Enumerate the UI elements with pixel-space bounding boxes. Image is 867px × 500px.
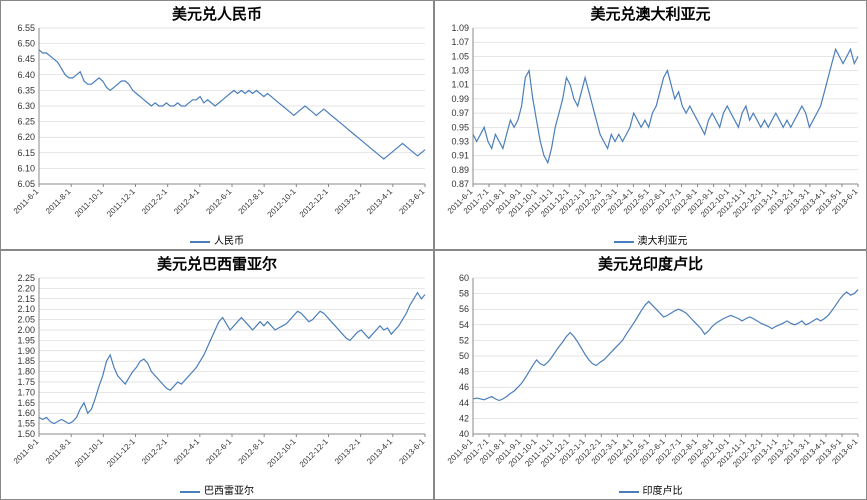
chart-aud: 0.870.890.910.930.950.970.991.011.031.05…	[435, 24, 866, 232]
svg-text:1.55: 1.55	[17, 419, 35, 429]
legend-inr: 印度卢比	[435, 482, 866, 499]
svg-text:6.35: 6.35	[17, 85, 35, 95]
svg-text:48: 48	[459, 367, 469, 377]
svg-text:2012-4-1: 2012-4-1	[172, 187, 201, 216]
svg-text:54: 54	[459, 320, 469, 330]
svg-text:2.20: 2.20	[17, 283, 35, 293]
svg-text:2.05: 2.05	[17, 315, 35, 325]
svg-text:6.40: 6.40	[17, 70, 35, 80]
legend-aud: 澳大利亚元	[435, 232, 866, 249]
svg-text:2012-8-1: 2012-8-1	[237, 187, 266, 216]
svg-text:2011-10-1: 2011-10-1	[73, 187, 105, 219]
svg-text:2013-4-1: 2013-4-1	[365, 187, 394, 216]
svg-text:2011-8-1: 2011-8-1	[44, 437, 73, 466]
svg-text:2012-6-1: 2012-6-1	[204, 437, 233, 466]
svg-text:2013-2-1: 2013-2-1	[333, 187, 362, 216]
svg-text:2011-8-1: 2011-8-1	[44, 187, 73, 216]
title-aud: 美元兑澳大利亚元	[435, 1, 866, 24]
chart-cny: 6.056.106.156.206.256.306.356.406.456.50…	[1, 24, 433, 232]
svg-text:2013-6-1: 2013-6-1	[397, 187, 426, 216]
svg-text:6.20: 6.20	[17, 132, 35, 142]
svg-text:56: 56	[459, 304, 469, 314]
svg-text:1.65: 1.65	[17, 398, 35, 408]
svg-text:0.97: 0.97	[451, 108, 469, 118]
svg-text:2012-12-1: 2012-12-1	[298, 437, 331, 470]
svg-text:6.30: 6.30	[17, 101, 35, 111]
svg-text:46: 46	[459, 382, 469, 392]
svg-text:2.10: 2.10	[17, 304, 35, 314]
title-cny: 美元兑人民币	[1, 1, 433, 24]
svg-text:6.25: 6.25	[17, 117, 35, 127]
chart-inr: 40424446485052545658602011-6-12011-7-120…	[435, 274, 866, 482]
svg-text:60: 60	[459, 274, 469, 283]
svg-text:2013-4-1: 2013-4-1	[365, 437, 394, 466]
svg-text:1.01: 1.01	[451, 80, 469, 90]
svg-text:2013-6-1: 2013-6-1	[397, 437, 426, 466]
svg-text:1.90: 1.90	[17, 346, 35, 356]
svg-text:6.55: 6.55	[17, 24, 35, 33]
svg-text:1.95: 1.95	[17, 335, 35, 345]
svg-text:2013-2-1: 2013-2-1	[333, 437, 362, 466]
svg-text:2011-12-1: 2011-12-1	[105, 187, 137, 219]
chart-grid: 美元兑人民币 6.056.106.156.206.256.306.356.406…	[0, 0, 867, 500]
svg-text:6.10: 6.10	[17, 163, 35, 173]
svg-text:44: 44	[459, 398, 469, 408]
legend-brl: 巴西雷亚尔	[1, 482, 433, 499]
panel-inr: 美元兑印度卢比 40424446485052545658602011-6-120…	[434, 250, 867, 500]
svg-text:2.15: 2.15	[17, 294, 35, 304]
chart-brl: 1.501.551.601.651.701.751.801.851.901.95…	[1, 274, 433, 482]
svg-text:2011-6-1: 2011-6-1	[12, 187, 41, 216]
svg-text:2012-2-1: 2012-2-1	[140, 437, 169, 466]
svg-text:0.95: 0.95	[451, 122, 469, 132]
svg-text:2012-12-1: 2012-12-1	[298, 187, 331, 220]
svg-text:2011-6-1: 2011-6-1	[12, 437, 41, 466]
svg-text:1.85: 1.85	[17, 356, 35, 366]
svg-text:0.99: 0.99	[451, 94, 469, 104]
svg-text:2012-10-1: 2012-10-1	[266, 187, 299, 220]
svg-text:0.91: 0.91	[451, 151, 469, 161]
svg-text:6.15: 6.15	[17, 148, 35, 158]
svg-text:1.70: 1.70	[17, 387, 35, 397]
svg-text:2012-6-1: 2012-6-1	[204, 187, 233, 216]
svg-text:1.75: 1.75	[17, 377, 35, 387]
svg-text:6.45: 6.45	[17, 54, 35, 64]
svg-text:1.60: 1.60	[17, 408, 35, 418]
panel-brl: 美元兑巴西雷亚尔 1.501.551.601.651.701.751.801.8…	[0, 250, 434, 500]
svg-text:2.00: 2.00	[17, 325, 35, 335]
svg-text:2011-12-1: 2011-12-1	[105, 437, 137, 469]
svg-text:1.07: 1.07	[451, 37, 469, 47]
svg-text:0.89: 0.89	[451, 165, 469, 175]
svg-text:42: 42	[459, 413, 469, 423]
svg-text:2012-8-1: 2012-8-1	[237, 437, 266, 466]
svg-text:2012-4-1: 2012-4-1	[172, 437, 201, 466]
svg-text:1.03: 1.03	[451, 66, 469, 76]
svg-text:2012-2-1: 2012-2-1	[140, 187, 169, 216]
svg-text:58: 58	[459, 289, 469, 299]
panel-aud: 美元兑澳大利亚元 0.870.890.910.930.950.970.991.0…	[434, 0, 867, 250]
svg-text:52: 52	[459, 335, 469, 345]
svg-text:0.93: 0.93	[451, 136, 469, 146]
svg-text:1.09: 1.09	[451, 24, 469, 33]
svg-text:50: 50	[459, 351, 469, 361]
svg-text:6.50: 6.50	[17, 39, 35, 49]
svg-text:1.05: 1.05	[451, 51, 469, 61]
svg-text:1.80: 1.80	[17, 367, 35, 377]
svg-text:2012-10-1: 2012-10-1	[266, 437, 299, 470]
title-brl: 美元兑巴西雷亚尔	[1, 251, 433, 274]
title-inr: 美元兑印度卢比	[435, 251, 866, 274]
svg-text:2.25: 2.25	[17, 274, 35, 283]
svg-text:2011-10-1: 2011-10-1	[73, 437, 105, 469]
panel-cny: 美元兑人民币 6.056.106.156.206.256.306.356.406…	[0, 0, 434, 250]
legend-cny: 人民币	[1, 232, 433, 249]
